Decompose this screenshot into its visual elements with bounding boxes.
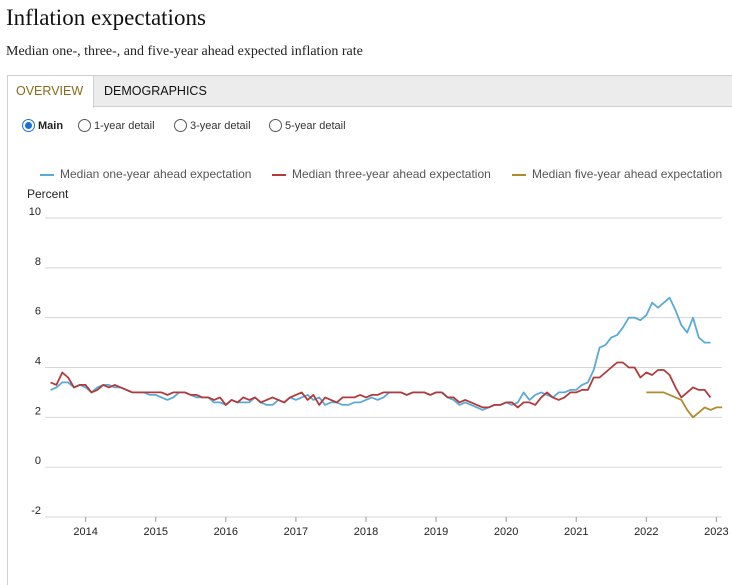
x-tick-label: 2019 bbox=[424, 526, 448, 538]
x-tick-label: 2023 bbox=[704, 526, 728, 538]
tab-bar: OVERVIEW DEMOGRAPHICS bbox=[8, 76, 732, 108]
y-tick-label: 6 bbox=[35, 306, 41, 318]
x-tick-label: 2018 bbox=[354, 526, 378, 538]
chart-panel: OVERVIEW DEMOGRAPHICS Main 1-year detail… bbox=[7, 75, 732, 585]
radio-unchecked-icon bbox=[78, 119, 91, 132]
radio-checked-icon bbox=[22, 119, 35, 132]
x-tick-label: 2015 bbox=[143, 526, 167, 538]
x-tick-label: 2017 bbox=[284, 526, 308, 538]
y-tick-label: 0 bbox=[35, 455, 41, 467]
x-tick-label: 2016 bbox=[214, 526, 238, 538]
radio-label-main: Main bbox=[38, 120, 64, 132]
x-tick-label: 2022 bbox=[634, 526, 658, 538]
y-axis-title: Percent bbox=[27, 187, 69, 201]
radio-label-1-year: 1-year detail bbox=[94, 120, 155, 132]
x-tick-label: 2020 bbox=[494, 526, 518, 538]
page-subtitle: Median one-, three-, and five-year ahead… bbox=[6, 44, 363, 59]
legend-label: Median three-year ahead expectation bbox=[292, 167, 491, 181]
series-line bbox=[50, 296, 711, 411]
tab-demographics[interactable]: DEMOGRAPHICS bbox=[104, 84, 207, 98]
y-tick-label: 10 bbox=[29, 206, 41, 218]
y-tick-label: -2 bbox=[31, 505, 41, 517]
radio-unchecked-icon bbox=[174, 119, 187, 132]
y-tick-label: 2 bbox=[35, 405, 41, 417]
y-tick-label: 8 bbox=[35, 256, 41, 268]
series-line bbox=[50, 361, 712, 409]
inflation-chart: -2 0 2 4 6 8 10 2014 2015 2016 2017 2018 2019 2020 202… bbox=[27, 167, 729, 538]
legend-label: Median five-year ahead expectation bbox=[532, 167, 722, 181]
page-title: Inflation expectations bbox=[6, 5, 206, 30]
x-tick-label: 2021 bbox=[564, 526, 588, 538]
radio-label-5-year: 5-year detail bbox=[285, 120, 346, 132]
tab-overview[interactable]: OVERVIEW bbox=[8, 76, 94, 108]
radio-label-3-year: 3-year detail bbox=[190, 120, 251, 132]
series-line bbox=[646, 391, 723, 419]
legend-label: Median one-year ahead expectation bbox=[60, 167, 251, 181]
radio-unchecked-icon bbox=[269, 119, 282, 132]
y-tick-label: 4 bbox=[35, 356, 41, 368]
x-tick-label: 2014 bbox=[73, 526, 97, 538]
